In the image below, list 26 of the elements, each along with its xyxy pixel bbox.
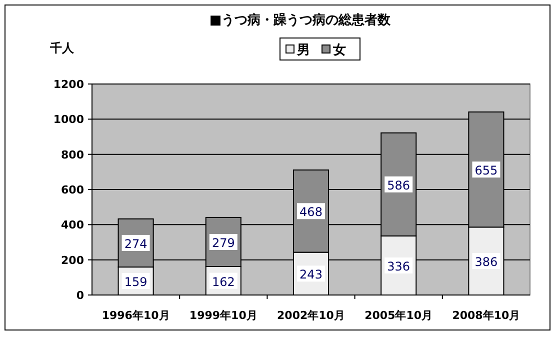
data-label: 159 (124, 275, 148, 290)
y-tick-label: 0 (76, 289, 84, 302)
data-label: 655 (474, 164, 498, 178)
x-tick-label: 1999年10月 (189, 309, 258, 322)
y-tick-label: 1200 (53, 78, 84, 91)
x-tick-label: 2008年10月 (452, 309, 520, 322)
legend-label: 女 (332, 43, 346, 58)
chart-title: ■うつ病・躁うつ病の総患者数 (209, 12, 392, 28)
y-tick-label: 1000 (53, 113, 84, 126)
y-axis-title: 千人 (49, 41, 75, 55)
data-label: 336 (387, 259, 410, 274)
y-tick-label: 400 (61, 218, 84, 232)
data-label: 386 (474, 255, 498, 270)
data-label: 243 (300, 268, 322, 282)
y-tick-label: 800 (61, 148, 84, 162)
data-label: 586 (387, 178, 410, 192)
legend-label: 男 (296, 43, 310, 58)
data-label: 279 (212, 236, 235, 250)
x-tick-label: 1996年10月 (102, 309, 170, 322)
x-tick-label: 2002年10月 (277, 309, 345, 322)
data-label: 274 (124, 236, 148, 251)
data-label: 468 (300, 205, 322, 220)
x-tick-label: 2005年10月 (364, 309, 433, 322)
y-tick-label: 200 (61, 254, 84, 267)
y-tick-label: 600 (61, 184, 84, 196)
data-label: 162 (212, 274, 235, 289)
